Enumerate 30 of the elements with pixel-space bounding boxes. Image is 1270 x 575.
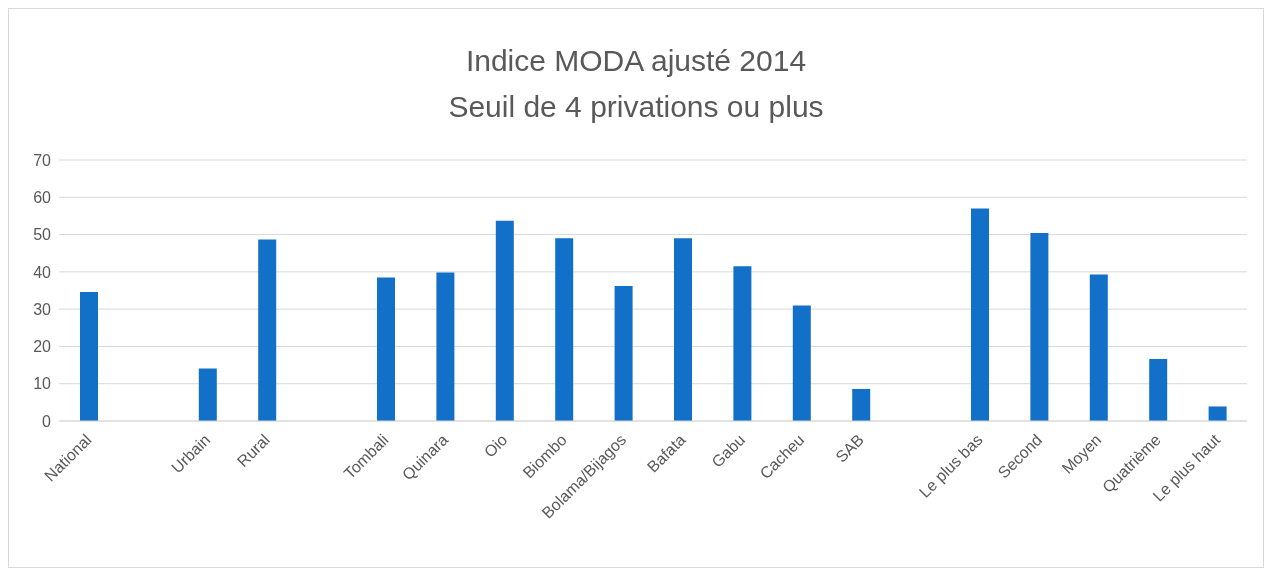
y-tick-label: 20 — [33, 338, 52, 356]
bar — [198, 368, 217, 421]
x-tick-label: Oio — [480, 430, 511, 461]
y-tick-label: 40 — [33, 263, 52, 281]
bar — [436, 272, 455, 421]
bar — [1089, 274, 1108, 421]
bar — [614, 286, 633, 421]
chart-title: Indice MODA ajusté 2014 — [465, 43, 807, 79]
bar — [80, 291, 98, 421]
bar — [971, 208, 989, 421]
bar — [733, 266, 752, 421]
bar — [792, 305, 811, 421]
bar — [377, 277, 395, 421]
x-tick-label: Le plus bas — [915, 430, 986, 501]
y-tick-label: 60 — [33, 188, 52, 206]
bar — [1030, 233, 1049, 421]
y-tick-label: 50 — [33, 226, 52, 244]
bar — [674, 238, 692, 421]
bar — [852, 388, 871, 421]
y-tick-label: 30 — [33, 300, 52, 318]
bar — [555, 238, 574, 421]
y-tick-label: 70 — [33, 151, 52, 169]
y-tick-label: 0 — [42, 412, 52, 430]
y-tick-label: 10 — [33, 375, 52, 393]
bar — [1208, 406, 1227, 421]
bar — [1149, 359, 1168, 421]
bar — [495, 220, 514, 421]
x-tick-label: SAB — [832, 430, 867, 466]
bar — [258, 239, 277, 421]
chart-subtitle: Seuil de 4 privations ou plus — [448, 89, 824, 125]
